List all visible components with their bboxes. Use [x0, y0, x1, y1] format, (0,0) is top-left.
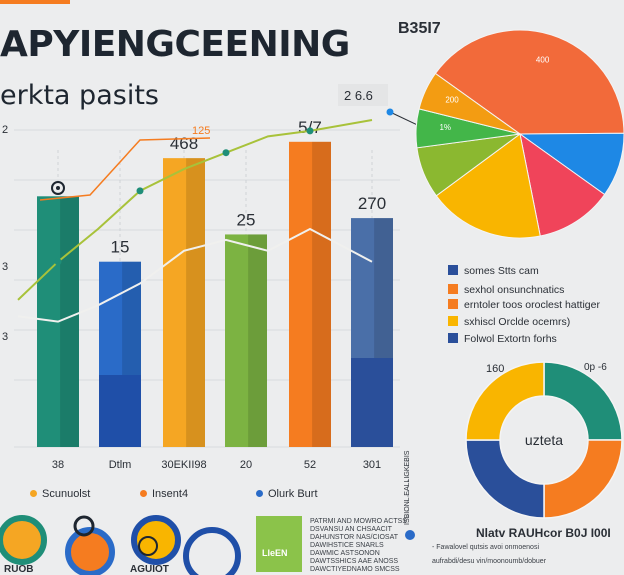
- pie-slice: [435, 133, 541, 239]
- series-line-lower: [17, 227, 373, 323]
- bottom-list-3: DAHUNSTOR NAS/CIOSAT: [310, 534, 399, 541]
- bar-segment: [351, 358, 393, 447]
- pie-slice: [434, 29, 624, 135]
- bar-value-label: 25: [237, 210, 256, 229]
- y-tick-label: 3: [2, 331, 8, 343]
- legend-label: Insent4: [152, 488, 189, 500]
- bar-legend-item-3: Olurk Burt: [256, 488, 318, 500]
- series-point: [222, 149, 230, 157]
- legend-label: somes Stts cam: [464, 265, 539, 277]
- bar-legend-item-2: Insent4: [140, 488, 188, 500]
- page-title: APYIENGCEENING: [0, 24, 350, 65]
- pie-value-label: 200: [445, 96, 459, 105]
- series-point: [306, 127, 314, 135]
- legend-label: Scunuolst: [42, 488, 91, 500]
- bar: [163, 158, 205, 447]
- pie-slice: [519, 132, 606, 237]
- bottom-list-2: DSVANSU AN CHSAACIT: [310, 526, 392, 533]
- bottom-badge: [256, 516, 302, 572]
- bar: [289, 141, 331, 448]
- legend-dot: [140, 490, 147, 497]
- donut-caption: Nlatv RAUHcor B0J I00I: [476, 526, 611, 540]
- donut-footnote-1: - Fawalovel qutsis avoi onmoenosi: [432, 544, 539, 551]
- donut-slice: [543, 361, 623, 441]
- bottom-icon-circle: [65, 527, 115, 575]
- pie-legend-item-1: somes Stts cam: [448, 265, 539, 277]
- bar-value-label: 15: [111, 238, 130, 257]
- x-tick-label: 301: [363, 459, 381, 471]
- bar-shade: [186, 158, 205, 447]
- legend-label: sexhol onsunchnatics: [464, 284, 565, 296]
- bottom-list-5: DAWMIC ASTSONON: [310, 550, 380, 557]
- x-tick-label: Dtlm: [109, 459, 132, 471]
- bar-segment: [99, 375, 141, 447]
- bar: [225, 234, 267, 447]
- legend-dot: [256, 490, 263, 497]
- legend-swatch: [448, 284, 458, 294]
- annotation-box: [338, 84, 388, 106]
- y-tick-label: 3: [2, 261, 8, 273]
- annotation-label: 125: [192, 125, 210, 137]
- side-dot: [405, 530, 415, 540]
- bottom-icon-ring: [73, 515, 95, 537]
- pie-legend-item-5: Folwol Extortn forhs: [448, 333, 557, 345]
- top-number: B35I7: [398, 20, 441, 37]
- series-line-upper: [17, 119, 373, 301]
- donut-center-label: uzteta: [525, 432, 563, 448]
- y-tick-label: 2: [2, 124, 8, 136]
- legend-label: erntoler toos oroclest hattiger: [464, 299, 600, 311]
- donut-footnote-2: aufrabdi/desu vin/moonoumb/dobuer: [432, 558, 547, 565]
- connector-dot: [386, 108, 394, 116]
- bottom-label-2: AGUIOT: [130, 564, 169, 575]
- donut-annotation: 160: [486, 363, 504, 375]
- legend-swatch: [448, 299, 458, 309]
- legend-swatch: [448, 333, 458, 343]
- marker-ring: [51, 181, 65, 195]
- bottom-list-1: PATRMI AND MOWRO ACTSS: [310, 518, 407, 525]
- series-line-accent: [39, 137, 211, 201]
- bottom-icon-circle: [0, 515, 47, 565]
- bottom-icon-ring: [138, 536, 158, 556]
- legend-label: Folwol Extortn forhs: [464, 333, 557, 345]
- marker-dot: [56, 186, 60, 190]
- donut-annotation: 0p -6: [584, 362, 607, 373]
- x-tick-label: 30EKII98: [161, 459, 206, 471]
- side-text: ISBIONL EALLIGKEBIS: [404, 450, 411, 525]
- bar-value-label: 270: [358, 194, 386, 213]
- donut-slice: [465, 439, 545, 519]
- pie-slice: [418, 72, 521, 135]
- legend-swatch: [448, 316, 458, 326]
- bottom-list-7: DAWCTIYEDNAMO SMCSS: [310, 566, 400, 573]
- legend-label: sxhiscl Orclde ocemrs): [464, 316, 571, 328]
- pie-value-label: 1%: [439, 123, 451, 132]
- bottom-list-4: DAWIHSTICE SNARLS: [310, 542, 384, 549]
- bar-shade: [248, 234, 267, 447]
- bottom-badge-label: LIeEN: [262, 548, 288, 558]
- legend-swatch: [448, 265, 458, 275]
- bar-legend-item-1: Scunuolst: [30, 488, 90, 500]
- donut-slice: [465, 361, 545, 441]
- legend-dot: [30, 490, 37, 497]
- x-tick-label: 20: [240, 459, 252, 471]
- top-accent: [0, 0, 70, 4]
- x-tick-label: 52: [304, 459, 316, 471]
- bottom-list-6: DAWTSSHICS AAE ANOSS: [310, 558, 399, 565]
- series-point: [54, 258, 62, 266]
- bottom-label-1: RUOB: [4, 564, 34, 575]
- x-tick-label: 38: [52, 459, 64, 471]
- legend-label: Olurk Burt: [268, 488, 318, 500]
- bar-shade: [60, 196, 79, 447]
- donut-slice: [543, 439, 623, 519]
- pie-legend-item-4: sxhiscl Orclde ocemrs): [448, 316, 570, 328]
- page-subtitle: erkta pasits: [0, 80, 159, 111]
- series-point: [136, 187, 144, 195]
- pie-value-label: 400: [536, 56, 550, 65]
- bar-value-label: 468: [170, 134, 198, 153]
- bar-shade: [312, 141, 331, 448]
- bottom-icon-circle: [183, 527, 241, 575]
- pie-legend-item-3: erntoler toos oroclest hattiger: [448, 299, 600, 311]
- pie-legend-item-2: sexhol onsunchnatics: [448, 284, 564, 296]
- annotation-label: 2 6.6: [344, 88, 373, 103]
